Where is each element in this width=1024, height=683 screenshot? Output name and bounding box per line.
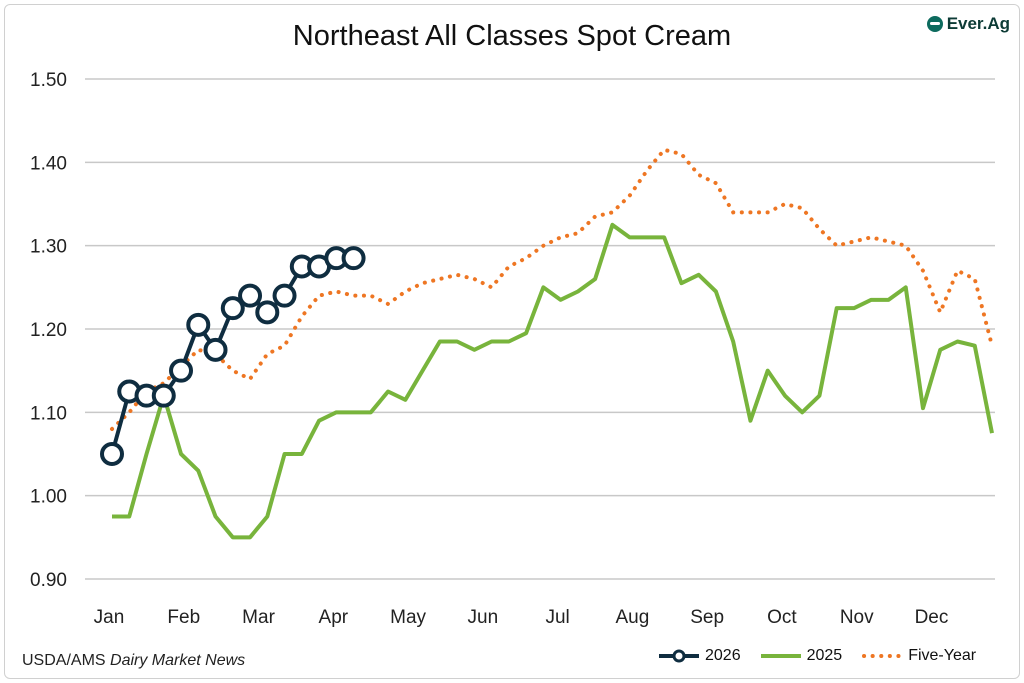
y-tick-label: 1.10 bbox=[30, 403, 67, 424]
x-tick-label: Mar bbox=[242, 607, 275, 628]
legend-item: Five-Year bbox=[860, 647, 976, 665]
legend-label: 2026 bbox=[705, 647, 741, 664]
source-note: USDA/AMS Dairy Market News bbox=[22, 652, 245, 670]
data-point-2026 bbox=[341, 246, 366, 271]
data-point-2026 bbox=[186, 312, 211, 337]
series-line-2025 bbox=[112, 222, 994, 540]
data-point-2026 bbox=[238, 283, 263, 308]
logo-icon bbox=[926, 16, 943, 32]
x-tick-label: Jul bbox=[545, 607, 569, 628]
data-point-2026 bbox=[169, 358, 194, 383]
source-publication: Dairy Market News bbox=[110, 652, 246, 669]
legend-label: Five-Year bbox=[908, 647, 977, 664]
x-tick-label: Aug bbox=[615, 607, 649, 628]
x-tick-label: Jun bbox=[468, 607, 499, 628]
y-tick-label: 0.90 bbox=[30, 570, 67, 591]
x-tick-label: Sep bbox=[690, 607, 724, 628]
legend-item: 2025 bbox=[759, 647, 843, 665]
legend-label: 2025 bbox=[806, 647, 843, 664]
x-tick-label: Nov bbox=[840, 607, 874, 628]
x-tick-label: Jan bbox=[94, 607, 125, 628]
y-tick-label: 1.20 bbox=[30, 320, 67, 341]
chart-frame bbox=[4, 4, 1020, 679]
chart-title: Northeast All Classes Spot Cream bbox=[292, 20, 732, 52]
x-tick-label: Dec bbox=[915, 607, 949, 628]
ever-ag-logo: Ever.Ag bbox=[926, 14, 1010, 34]
data-point-2026 bbox=[203, 337, 228, 362]
y-tick-label: 1.50 bbox=[30, 70, 67, 91]
logo-text: Ever.Ag bbox=[946, 14, 1010, 33]
data-point-2026 bbox=[255, 300, 280, 325]
y-tick-label: 1.30 bbox=[30, 237, 67, 258]
data-point-2026 bbox=[220, 296, 245, 321]
data-point-2026 bbox=[100, 442, 124, 466]
x-tick-label: May bbox=[390, 607, 426, 628]
x-tick-label: Apr bbox=[319, 607, 349, 628]
x-tick-label: Oct bbox=[767, 607, 797, 628]
data-point-2026 bbox=[151, 383, 176, 408]
legend-swatch bbox=[860, 650, 905, 662]
y-tick-label: 1.00 bbox=[30, 487, 67, 508]
legend-swatch bbox=[759, 650, 803, 662]
series-line-five-year bbox=[110, 147, 994, 431]
x-tick-label: Feb bbox=[167, 607, 200, 628]
y-tick-label: 1.40 bbox=[30, 153, 67, 174]
legend: 2026 2025 Five-Year bbox=[657, 647, 994, 665]
legend-swatch bbox=[657, 649, 701, 663]
data-point-2026 bbox=[272, 283, 297, 308]
legend-item: 2026 bbox=[657, 647, 741, 665]
source-prefix: USDA/AMS bbox=[22, 652, 111, 669]
